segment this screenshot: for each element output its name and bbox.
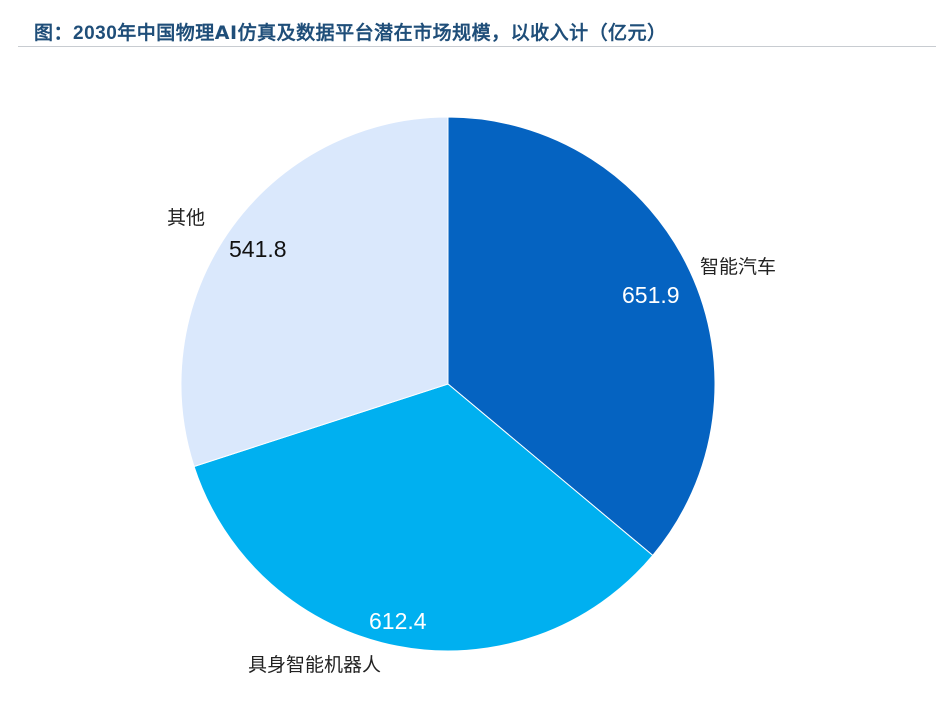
label-other: 其他 <box>167 207 206 229</box>
pie-slice-1 <box>193 383 654 652</box>
title-year: 2030 <box>73 23 118 44</box>
value-embodied-robot: 612.4 <box>369 608 427 634</box>
title-divider <box>18 46 936 47</box>
pie-slice-2 <box>180 116 449 468</box>
label-smart-car: 智能汽车 <box>700 256 777 278</box>
value-other: 541.8 <box>229 236 287 262</box>
chart-title: 图：2030年中国物理AI仿真及数据平台潜在市场规模，以收入计（亿元） <box>34 18 667 45</box>
value-smart-car: 651.9 <box>622 282 680 308</box>
title-text: 年中国物理AI仿真及数据平台潜在市场规模，以收入计（亿元） <box>117 22 667 44</box>
pie-slice-0 <box>447 116 716 557</box>
label-embodied-robot: 具身智能机器人 <box>248 654 382 676</box>
title-prefix: 图： <box>34 22 74 44</box>
